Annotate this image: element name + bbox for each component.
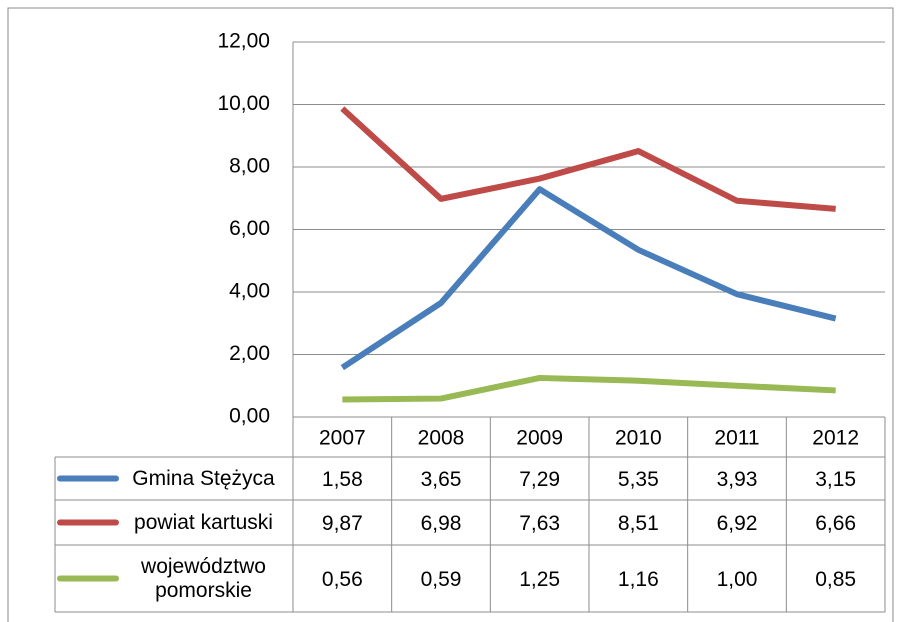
y-tick-label: 10,00: [217, 92, 270, 115]
table-value: 5,35: [618, 468, 659, 491]
x-tick-label: 2008: [418, 427, 465, 450]
y-tick-label: 0,00: [229, 405, 270, 428]
table-value: 3,65: [421, 468, 462, 491]
series-line: [342, 374, 836, 403]
y-tick-label: 2,00: [229, 342, 270, 365]
x-tick-label: 2010: [615, 427, 662, 450]
table-value: 6,92: [717, 512, 758, 535]
table-value: 0,85: [815, 568, 856, 591]
legend-label-box: powiat kartuski: [134, 510, 273, 534]
table-value: 7,63: [519, 512, 560, 535]
legend-label: województwo pomorskie: [141, 554, 266, 602]
y-tick-label: 12,00: [217, 30, 270, 53]
y-tick-label: 6,00: [229, 217, 270, 240]
legend-label-box: Gmina Stężyca: [132, 466, 275, 490]
table-value: 3,15: [815, 468, 856, 491]
table-value: 0,59: [421, 568, 462, 591]
table-value: 9,87: [322, 512, 363, 535]
x-tick-label: 2012: [812, 427, 859, 450]
table-value: 6,66: [815, 512, 856, 535]
table-value: 6,98: [421, 512, 462, 535]
table-value: 0,56: [322, 568, 363, 591]
table-value: 3,93: [717, 468, 758, 491]
x-tick-label: 2011: [714, 427, 759, 450]
legend-label: powiat kartuski: [134, 510, 273, 534]
series-line: [340, 106, 836, 212]
series-line: [340, 186, 837, 371]
y-tick-label: 8,00: [229, 155, 270, 178]
x-tick-label: 2009: [516, 427, 563, 450]
table-value: 1,00: [717, 568, 758, 591]
x-tick-label: 2007: [319, 427, 366, 450]
table-value: 7,29: [519, 468, 560, 491]
table-value: 1,58: [322, 468, 363, 491]
legend-label-box: województwo pomorskie: [141, 554, 266, 602]
y-tick-label: 4,00: [229, 280, 270, 303]
chart-frame: [7, 7, 894, 622]
legend-label: Gmina Stężyca: [132, 466, 275, 490]
table-value: 1,25: [519, 568, 560, 591]
table-value: 1,16: [618, 568, 659, 591]
table-value: 8,51: [618, 512, 659, 535]
